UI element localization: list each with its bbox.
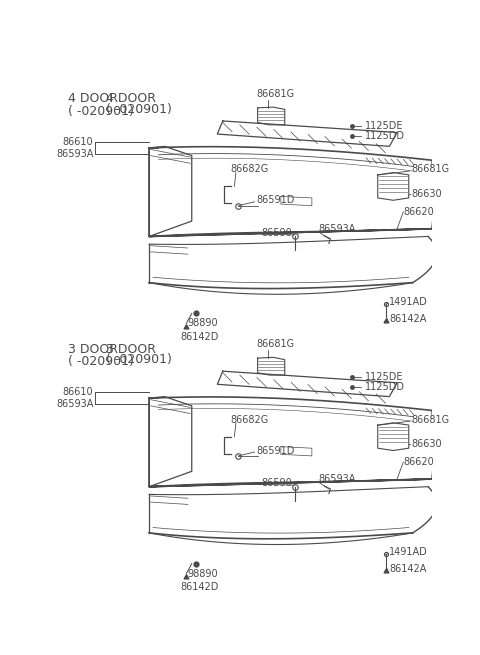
Text: 86630: 86630	[411, 189, 442, 199]
Text: 86682G: 86682G	[230, 164, 269, 174]
Text: 1125DD: 1125DD	[365, 132, 405, 141]
Text: 1491AD: 1491AD	[389, 297, 428, 307]
Text: ( -020901): ( -020901)	[107, 354, 172, 367]
Text: 86630: 86630	[411, 440, 442, 449]
Text: 86593A: 86593A	[318, 474, 356, 484]
Text: ( -020901): ( -020901)	[68, 355, 133, 368]
Text: 98890: 98890	[188, 569, 218, 579]
Text: 86620: 86620	[403, 207, 434, 217]
Text: 1125DE: 1125DE	[365, 121, 403, 132]
Text: 86142A: 86142A	[389, 314, 427, 324]
Text: 86681G: 86681G	[411, 164, 449, 174]
Text: 86620: 86620	[403, 457, 434, 467]
Text: ( -020901): ( -020901)	[107, 103, 172, 116]
Text: 86681G: 86681G	[256, 88, 294, 99]
Text: 86681G: 86681G	[256, 339, 294, 349]
Text: 86593A: 86593A	[318, 224, 356, 234]
Text: 86590: 86590	[262, 227, 292, 238]
Text: 86590: 86590	[262, 478, 292, 488]
Text: 86682G: 86682G	[230, 415, 269, 424]
Text: 1125DD: 1125DD	[365, 382, 405, 392]
Text: 3 DOOR: 3 DOOR	[68, 343, 118, 356]
Text: 86610: 86610	[62, 137, 93, 147]
Text: 86593A: 86593A	[56, 400, 94, 409]
Text: 86142A: 86142A	[389, 564, 427, 574]
Text: 3 DOOR: 3 DOOR	[107, 343, 156, 356]
Text: 1491AD: 1491AD	[389, 547, 428, 557]
Text: 86593A: 86593A	[56, 149, 94, 159]
Text: 98890: 98890	[188, 318, 218, 328]
Text: 4 DOOR: 4 DOOR	[107, 92, 156, 105]
Text: 86681G: 86681G	[411, 415, 449, 424]
Text: 86610: 86610	[62, 387, 93, 397]
Text: 86591D: 86591D	[256, 445, 294, 455]
Text: 86142D: 86142D	[180, 582, 218, 592]
Text: 86591D: 86591D	[256, 195, 294, 205]
Text: ( -020901): ( -020901)	[68, 105, 133, 118]
Text: 1125DE: 1125DE	[365, 371, 403, 382]
Text: 86142D: 86142D	[180, 331, 218, 341]
Text: 4 DOOR: 4 DOOR	[68, 92, 118, 105]
